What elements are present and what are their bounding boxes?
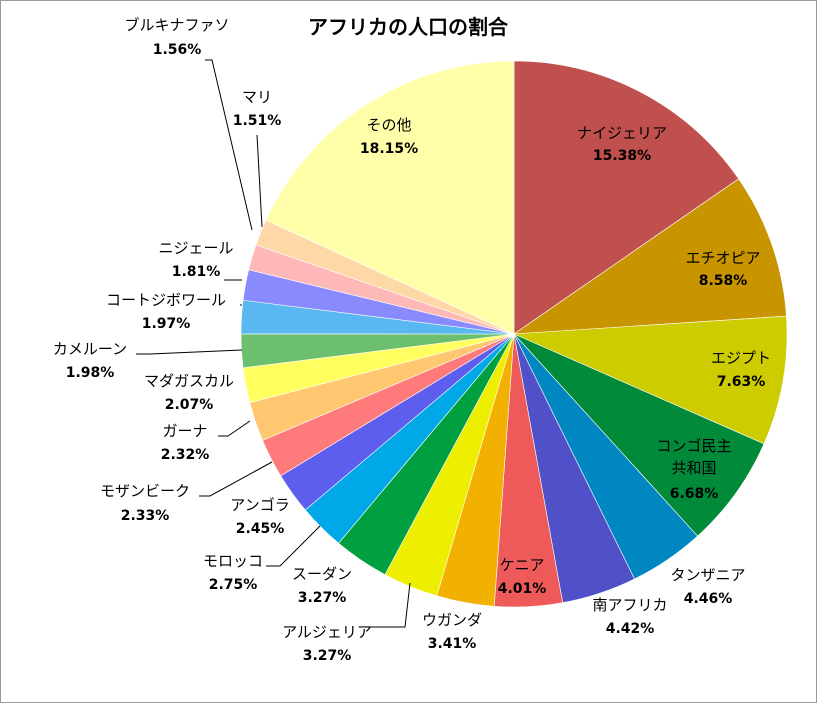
slice-value-label: 1.51% xyxy=(233,113,282,129)
data-labels: ナイジェリア 15.38% エチオピア 8.58% エジプト 7.63% コンゴ民主共和国 6… xyxy=(53,16,771,664)
slice-name-label: アルジェリア xyxy=(282,623,372,641)
slice-name-label: モザンビーク xyxy=(100,482,190,500)
slice-name-label: エチオピア xyxy=(685,249,760,267)
slice-value-label: 1.97% xyxy=(142,316,191,332)
slice-value-label: 6.68% xyxy=(670,486,719,502)
pie-slice xyxy=(265,60,515,335)
slice-value-label: 2.75% xyxy=(209,577,258,593)
leader-lines xyxy=(136,59,411,628)
slice-name-label: アンゴラ xyxy=(230,496,289,514)
slice-name-label: マダガスカル xyxy=(144,372,234,390)
slice-name-label: 南アフリカ xyxy=(592,596,667,614)
slice-value-label: 1.98% xyxy=(66,365,115,381)
pie-slice xyxy=(513,60,740,335)
slice-name-label: コートジボワール xyxy=(106,291,226,309)
slice-value-label: 1.56% xyxy=(153,42,202,58)
pie-slice xyxy=(512,178,787,335)
slice-value-label: 3.41% xyxy=(428,636,477,652)
leader-line xyxy=(205,59,253,231)
slice-name-label: タンザニア xyxy=(670,566,745,584)
pie-slice xyxy=(513,315,788,445)
slice-value-label: 4.46% xyxy=(684,591,733,607)
slice-value-label: 7.63% xyxy=(717,374,766,390)
pie-slice xyxy=(513,333,765,537)
slice-value-label: 3.27% xyxy=(303,648,352,664)
chart-title: アフリカの人口の割合 xyxy=(308,15,509,39)
slice-name-label: ウガンダ xyxy=(422,611,482,629)
slice-value-label: 2.32% xyxy=(161,447,210,463)
slice-name-label: マリ xyxy=(242,88,272,106)
slice-value-label: 8.58% xyxy=(699,273,748,289)
slice-value-label: 4.01% xyxy=(498,581,547,597)
slice-value-label: 2.45% xyxy=(236,521,285,537)
slice-value-label: 2.07% xyxy=(165,397,214,413)
slice-value-label: 1.81% xyxy=(172,264,221,280)
leader-line xyxy=(136,349,243,355)
slice-name-label: スーダン xyxy=(292,565,352,583)
slice-name-label: コンゴ民主共和国 xyxy=(656,437,731,477)
slice-value-label: 18.15% xyxy=(360,141,418,157)
leader-line xyxy=(256,134,263,228)
slice-value-label: 2.33% xyxy=(121,508,170,524)
slice-name-label: エジプト xyxy=(711,349,771,367)
pie-slices xyxy=(240,60,788,608)
slice-name-label: ナイジェリア xyxy=(577,124,667,142)
leader-line xyxy=(266,525,321,567)
slice-name-label: ニジェール xyxy=(158,239,233,257)
slice-name-label: ケニア xyxy=(499,556,544,574)
leader-line xyxy=(370,582,411,628)
slice-name-label: ガーナ xyxy=(162,422,207,440)
slice-value-label: 4.42% xyxy=(606,621,655,637)
slice-name-label: モロッコ xyxy=(203,552,263,570)
slice-name-label: ブルキナファソ xyxy=(124,16,229,34)
leader-line xyxy=(199,461,273,497)
slice-name-label: カメルーン xyxy=(53,340,127,358)
slice-name-label: その他 xyxy=(366,116,411,134)
slice-value-label: 15.38% xyxy=(593,148,651,164)
leader-line xyxy=(218,420,251,437)
slice-value-label: 3.27% xyxy=(298,590,347,606)
